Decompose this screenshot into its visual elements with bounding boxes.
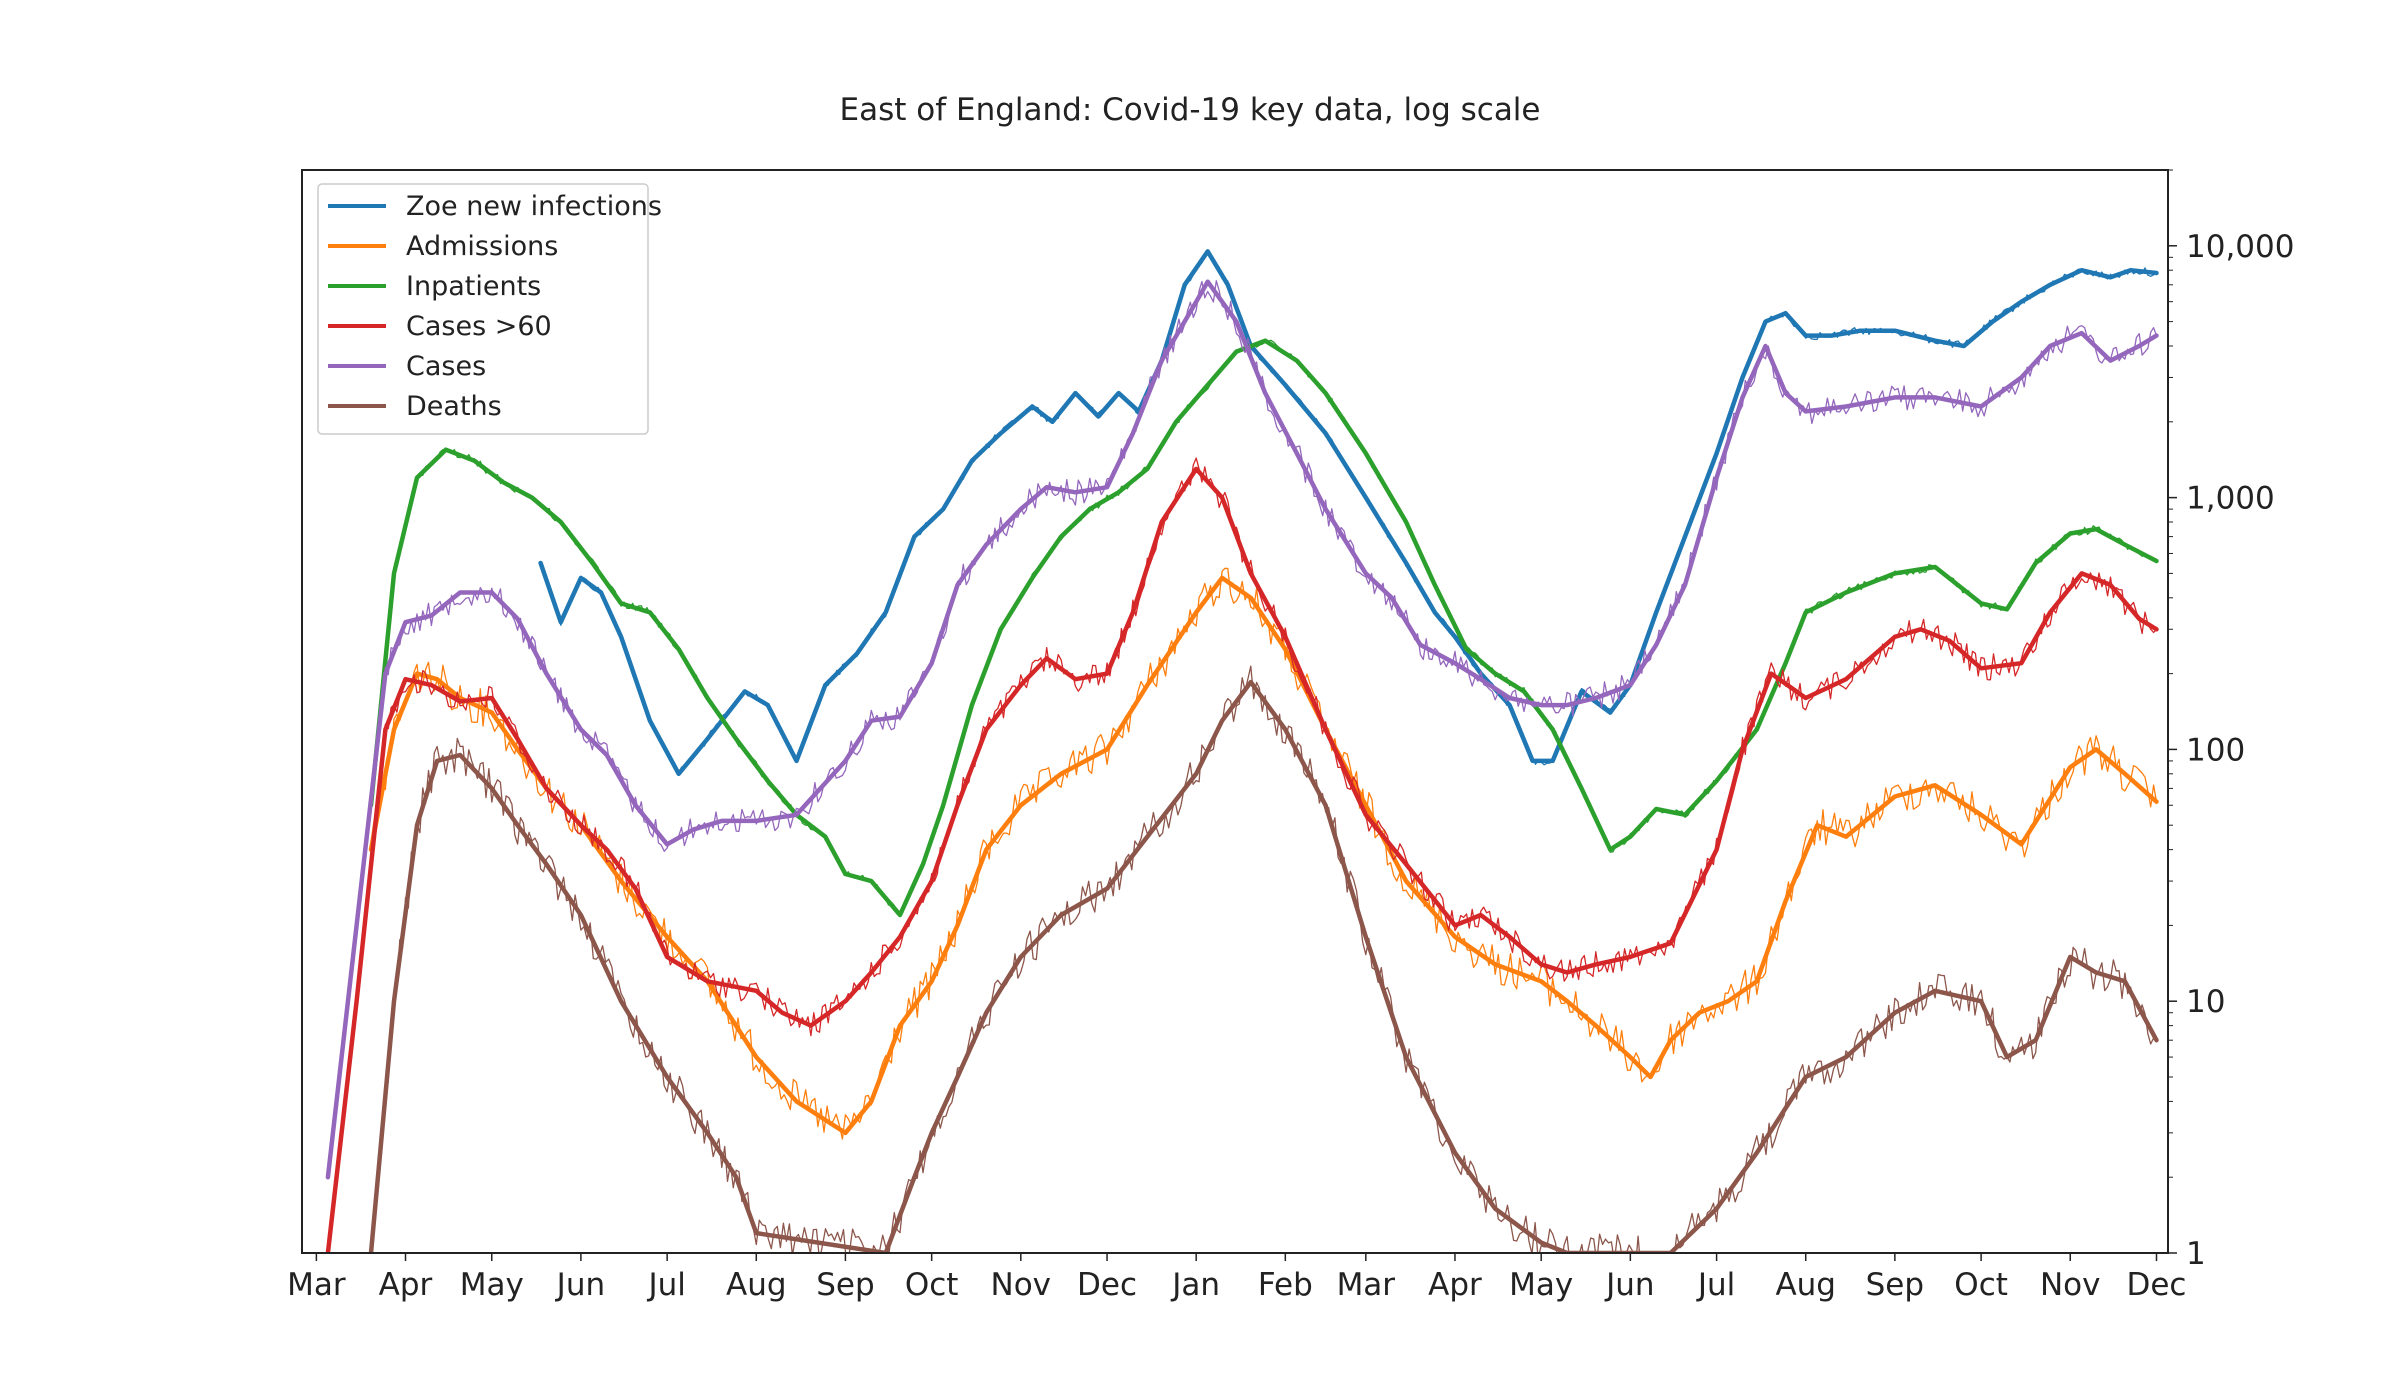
y-tick-label: 1,000 xyxy=(2186,481,2275,517)
x-tick-label: Aug xyxy=(726,1267,787,1303)
x-tick-label: Jul xyxy=(646,1267,685,1303)
x-tick-label: Oct xyxy=(1954,1267,2008,1303)
series-daily-line xyxy=(540,253,2157,776)
plot-area xyxy=(325,249,2159,1253)
x-tick-label: Sep xyxy=(1866,1267,1924,1303)
series-daily-line xyxy=(370,567,2158,1140)
y-tick-label: 1 xyxy=(2186,1236,2206,1272)
series-line xyxy=(538,249,2159,777)
legend-label: Deaths xyxy=(406,391,502,422)
series-line xyxy=(325,466,2159,1253)
y-tick-label: 10,000 xyxy=(2186,229,2294,265)
legend-label: Admissions xyxy=(406,231,558,262)
series-line xyxy=(368,679,2159,1253)
legend-box xyxy=(317,183,649,435)
x-tick-label: Nov xyxy=(2040,1267,2101,1303)
x-tick-label: Nov xyxy=(991,1267,1052,1303)
x-tick-label: Oct xyxy=(905,1267,959,1303)
chart-title: East of England: Covid-19 key data, log … xyxy=(840,92,1541,128)
x-tick-label: May xyxy=(460,1267,524,1303)
x-tick-label: Feb xyxy=(1258,1267,1313,1303)
x-tick-label: Jun xyxy=(555,1267,605,1303)
x-tick-label: Sep xyxy=(816,1267,874,1303)
x-tick-label: May xyxy=(1509,1267,1573,1303)
x-tick-label: Jul xyxy=(1696,1267,1735,1303)
x-tick-label: Mar xyxy=(1337,1267,1396,1303)
x-tick-label: Mar xyxy=(287,1267,346,1303)
legend: Zoe new infections Admissions Inpatients Ca… xyxy=(317,183,662,435)
legend-label: Cases >60 xyxy=(406,311,552,342)
x-tick-label: Dec xyxy=(2126,1267,2186,1303)
x-tick-label: Jan xyxy=(1170,1267,1220,1303)
axes: Mar Apr May Jun Jul Aug Sep Oct Nov Dec Jan Feb Mar A… xyxy=(287,169,2294,1303)
series-line xyxy=(368,338,2159,918)
series-line xyxy=(325,279,2159,1180)
legend-label: Zoe new infections xyxy=(406,191,662,222)
y-tick-label: 10 xyxy=(2186,984,2225,1020)
x-tick-label: Apr xyxy=(1428,1267,1482,1303)
plot-frame xyxy=(301,169,2169,1254)
series-daily-line xyxy=(371,665,2157,1253)
x-tick-label: Jun xyxy=(1604,1267,1654,1303)
series-line xyxy=(368,575,2159,1136)
legend-label: Cases xyxy=(406,351,486,382)
x-tick-label: Apr xyxy=(379,1267,433,1303)
y-tick-label: 100 xyxy=(2186,732,2245,768)
legend-label: Inpatients xyxy=(406,271,541,302)
x-tick-label: Dec xyxy=(1077,1267,1137,1303)
x-tick-label: Aug xyxy=(1775,1267,1836,1303)
